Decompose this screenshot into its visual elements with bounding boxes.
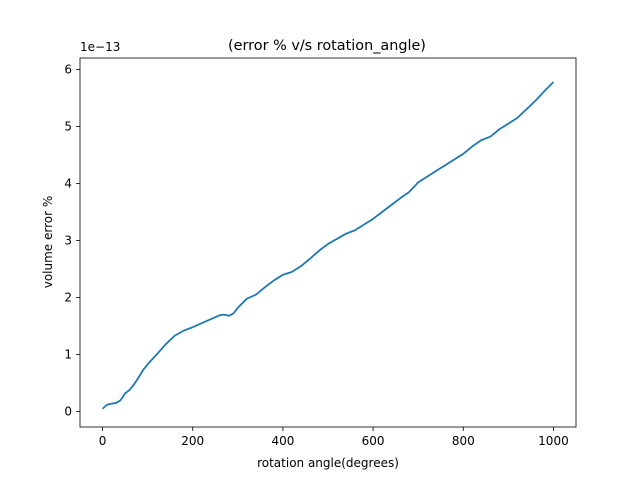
x-tick-label: 1000 bbox=[538, 434, 569, 448]
y-tick-label: 1 bbox=[64, 348, 72, 362]
y-tick-label: 6 bbox=[64, 62, 72, 76]
x-tick-label: 0 bbox=[99, 434, 107, 448]
series-line-0 bbox=[101, 81, 555, 410]
y-tick-label: 5 bbox=[64, 119, 72, 133]
y-tick-label: 4 bbox=[64, 176, 72, 190]
y-tick-label: 3 bbox=[64, 234, 72, 248]
y-tick-label: 0 bbox=[64, 405, 72, 419]
x-axis-label: rotation angle(degrees) bbox=[257, 456, 399, 470]
x-tick-label: 800 bbox=[452, 434, 475, 448]
plot-area bbox=[79, 57, 577, 428]
chart-title: (error % v/s rotation_angle) bbox=[228, 38, 426, 54]
x-tick-label: 400 bbox=[271, 434, 294, 448]
y-axis-label: volume error % bbox=[41, 196, 55, 289]
series-layer bbox=[101, 81, 555, 410]
x-tick-label: 200 bbox=[181, 434, 204, 448]
axes-frame bbox=[79, 57, 577, 428]
x-tick-label: 600 bbox=[362, 434, 385, 448]
y-axis-ticks: 0 1 2 3 4 5 6 bbox=[64, 62, 80, 419]
y-axis-offset-label: 1e−13 bbox=[80, 40, 120, 54]
x-axis-ticks: 0 200 400 600 800 1000 bbox=[99, 427, 569, 448]
y-tick-label: 2 bbox=[64, 291, 72, 305]
